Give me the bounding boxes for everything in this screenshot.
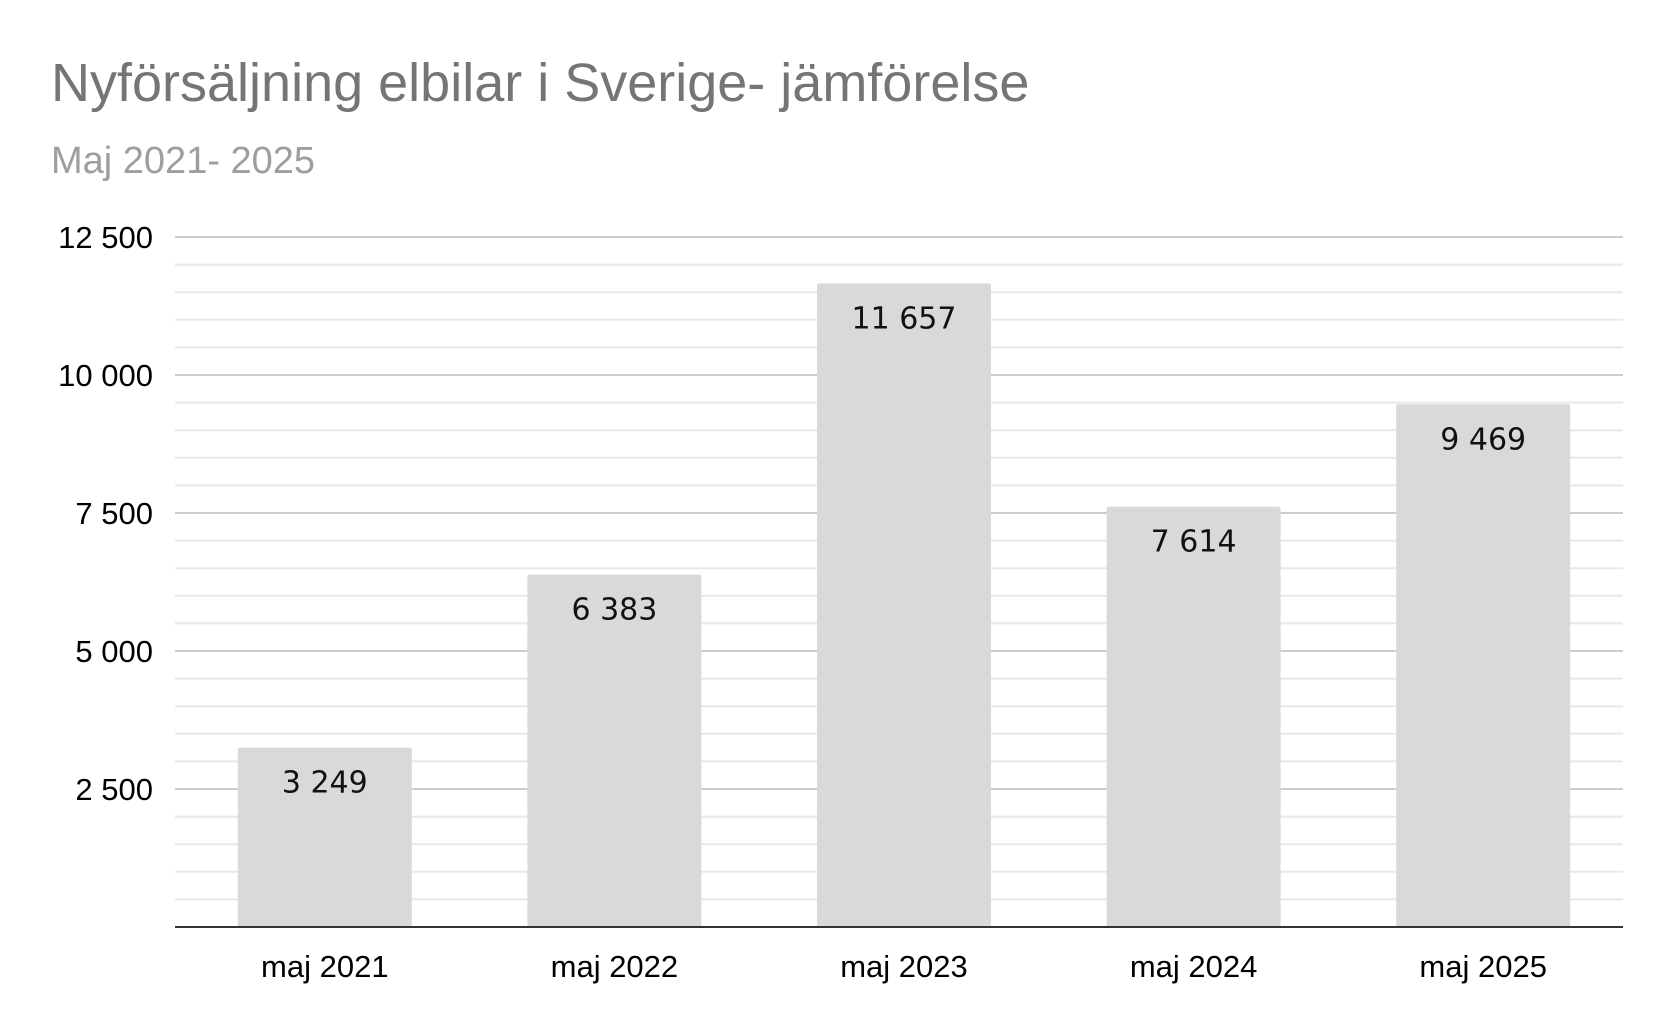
x-tick-label: maj 2022	[551, 949, 679, 984]
data-label: 3 249	[282, 766, 368, 801]
y-tick-label: 12 500	[58, 220, 153, 255]
data-label: 7 614	[1151, 525, 1237, 560]
y-tick-label: 10 000	[58, 358, 153, 393]
bar	[1396, 404, 1571, 928]
chart-title: Nyförsäljning elbilar i Sverige- jämföre…	[51, 53, 1030, 113]
data-labels: 3 249 6 383 11 657 7 614 9 469	[282, 302, 1526, 801]
x-tick-label: maj 2025	[1419, 949, 1547, 984]
x-tick-label: maj 2023	[840, 949, 968, 984]
bar	[237, 747, 412, 927]
data-label: 9 469	[1440, 422, 1526, 457]
bars	[237, 283, 1571, 928]
bar	[817, 283, 991, 928]
data-label: 11 657	[852, 302, 957, 337]
bar	[1106, 506, 1281, 927]
y-tick-labels: 2 500 5 000 7 500 10 000 12 500	[58, 220, 153, 807]
bar	[527, 574, 702, 927]
x-tick-label: maj 2024	[1130, 949, 1258, 984]
chart-subtitle: Maj 2021- 2025	[51, 140, 316, 182]
data-label: 6 383	[571, 593, 657, 628]
y-tick-label: 7 500	[75, 496, 153, 531]
x-tick-labels: maj 2021 maj 2022 maj 2023 maj 2024 maj 2025	[261, 949, 1547, 984]
x-tick-label: maj 2021	[261, 949, 389, 984]
y-tick-label: 5 000	[75, 634, 153, 669]
y-tick-label: 2 500	[75, 772, 153, 807]
